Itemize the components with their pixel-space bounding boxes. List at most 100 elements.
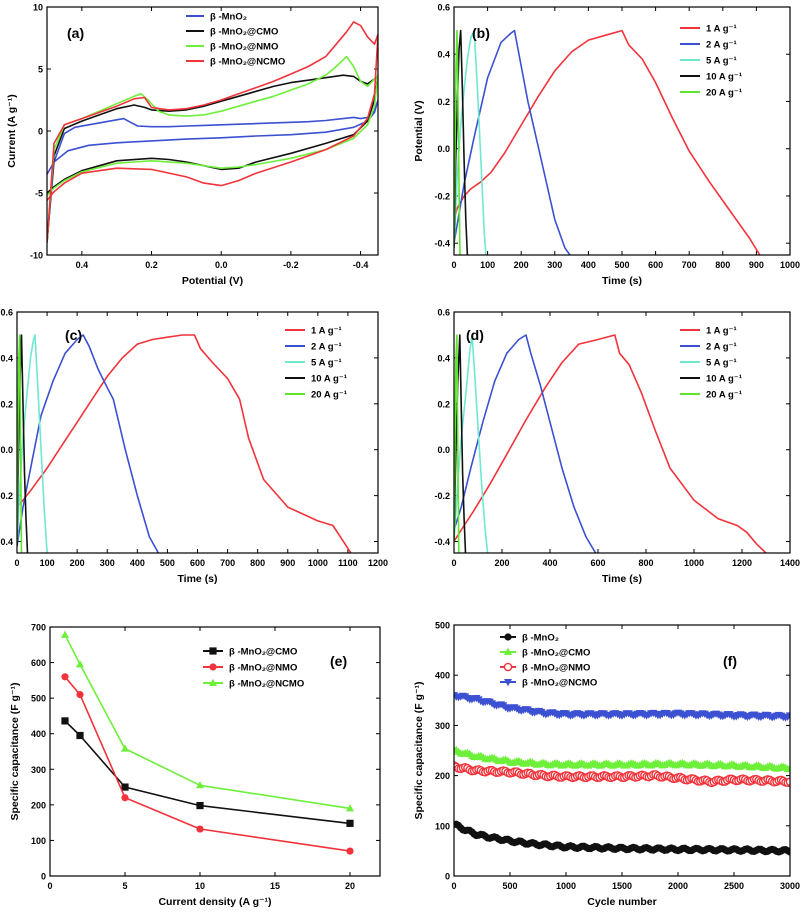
- series-1-line: [454, 334, 597, 553]
- x-tick-label: 5: [122, 881, 127, 891]
- data-point: [76, 731, 84, 740]
- series-1-line: [17, 334, 160, 553]
- y-tick-label: 400: [31, 729, 46, 739]
- x-tick-label: 500: [614, 260, 629, 270]
- x-tick-label: 200: [70, 558, 85, 568]
- y-tick-label: -0.4: [434, 239, 450, 249]
- plot-area: [454, 29, 761, 255]
- series-2-line: [17, 334, 48, 553]
- x-tick-label: -0.4: [353, 260, 369, 270]
- y-tick-label: -0.4: [0, 537, 13, 547]
- legend-label: 1 A g⁻¹: [706, 24, 737, 35]
- y-tick-label: 300: [31, 765, 46, 775]
- data-point: [61, 717, 69, 725]
- y-axis-label: Potential (V): [413, 100, 425, 161]
- x-tick-label: 1200: [732, 558, 752, 568]
- panel-5: 0 500 1000 1500 2000 2500 3000 0 100 200 300 400 500…: [413, 621, 800, 909]
- y-tick-label: 100: [435, 821, 450, 831]
- y-tick-label: 0.4: [437, 50, 450, 60]
- panel-0: 0.4 0.2 0.0 -0.2 -0.4 -10 -5 0 5 10 Potential (V) C…: [6, 3, 379, 287]
- y-tick-label: 300: [435, 721, 450, 731]
- x-tick-label: 1500: [612, 881, 632, 891]
- y-tick-label: 0.2: [437, 97, 450, 107]
- series-0-line: [47, 99, 378, 243]
- x-tick-label: 0.0: [215, 260, 228, 270]
- y-tick-label: 200: [435, 771, 450, 781]
- data-point: [786, 765, 790, 773]
- x-tick-label: 600: [648, 260, 663, 270]
- axes-frame: [453, 311, 791, 554]
- x-tick-label: 0: [14, 558, 19, 568]
- legend-label: 10 A g⁻¹: [706, 374, 742, 385]
- data-point: [785, 777, 790, 787]
- series-3-line: [454, 334, 467, 553]
- x-tick-label: 700: [220, 558, 235, 568]
- series-4-line: [454, 334, 460, 553]
- legend-label: 10 A g⁻¹: [706, 72, 742, 83]
- y-tick-label: 400: [435, 671, 450, 681]
- x-tick-label: 900: [749, 260, 764, 270]
- axes-frame: [453, 6, 791, 256]
- axes-frame: [16, 311, 379, 554]
- legend-label: 2 A g⁻¹: [311, 342, 342, 353]
- legend-label: β -MnO₂: [522, 633, 559, 644]
- plot-area: [17, 334, 352, 553]
- x-tick-label: 1000: [556, 881, 576, 891]
- series-3: [454, 692, 790, 722]
- x-tick-label: 0.2: [145, 260, 158, 270]
- data-point: [346, 847, 354, 855]
- x-tick-label: 800: [715, 260, 730, 270]
- series-2-line: [64, 634, 351, 810]
- panel-label: (b): [472, 25, 490, 41]
- panel-label: (e): [330, 653, 347, 669]
- x-tick-label: 1000: [308, 558, 328, 568]
- legend-label: β -MnO₂@NMO: [210, 42, 278, 53]
- legend-label: β -MnO₂@NMO: [229, 663, 297, 674]
- x-tick-label: 600: [590, 558, 605, 568]
- x-tick-label: 900: [280, 558, 295, 568]
- panel-label: (d): [466, 327, 484, 343]
- y-tick-label: -0.2: [434, 191, 450, 201]
- legend-label: 10 A g⁻¹: [311, 374, 347, 385]
- y-tick-label: 0.4: [437, 353, 450, 363]
- data-point: [61, 673, 69, 681]
- legend-label: 1 A g⁻¹: [706, 326, 737, 337]
- x-tick-label: 15: [270, 881, 280, 891]
- y-tick-label: 0.4: [0, 353, 13, 363]
- data-point: [76, 690, 84, 699]
- y-tick-label: 500: [31, 694, 46, 704]
- series-4-line: [17, 334, 23, 553]
- x-tick-label: 0.4: [76, 260, 89, 270]
- legend-label: β -MnO₂@CMO: [229, 647, 297, 658]
- y-tick-label: 0: [445, 872, 450, 882]
- y-tick-label: 0.6: [437, 308, 450, 318]
- panel-1: 0 100 200 300 400 500 600 700 800 900 1000 -0.4 -0.2…: [413, 3, 800, 288]
- panel-label: (c): [65, 327, 82, 343]
- x-tick-label: 0: [451, 558, 456, 568]
- x-tick-label: 500: [160, 558, 175, 568]
- series-2-line: [454, 29, 487, 255]
- x-tick-label: 400: [542, 558, 557, 568]
- series-0-line: [454, 334, 767, 553]
- panel-label: (a): [67, 25, 84, 41]
- y-tick-label: 0.0: [437, 144, 450, 154]
- series-2-line: [454, 334, 489, 553]
- legend-label: β -MnO₂@NCMO: [522, 678, 597, 689]
- panel-label: (f): [723, 653, 737, 669]
- x-axis-label: Cycle number: [587, 896, 656, 908]
- y-tick-label: 5: [38, 65, 43, 75]
- x-axis-label: Time (s): [177, 573, 217, 585]
- x-tick-label: 3000: [780, 881, 800, 891]
- series-2: [454, 761, 790, 788]
- panel-3: 0 200 400 600 800 1000 1200 1400 -0.4 -0.2 0.0 0.2 0…: [434, 308, 800, 586]
- data-point: [346, 819, 354, 827]
- legend-label: 20 A g⁻¹: [311, 390, 347, 401]
- legend-marker: [209, 663, 217, 671]
- x-tick-label: 700: [682, 260, 697, 270]
- y-tick-label: 0.0: [0, 445, 13, 455]
- data-point: [121, 744, 129, 752]
- series-1-line: [454, 29, 571, 255]
- x-tick-label: 800: [638, 558, 653, 568]
- y-axis-label: Specific capacitance (F g⁻¹): [9, 683, 21, 821]
